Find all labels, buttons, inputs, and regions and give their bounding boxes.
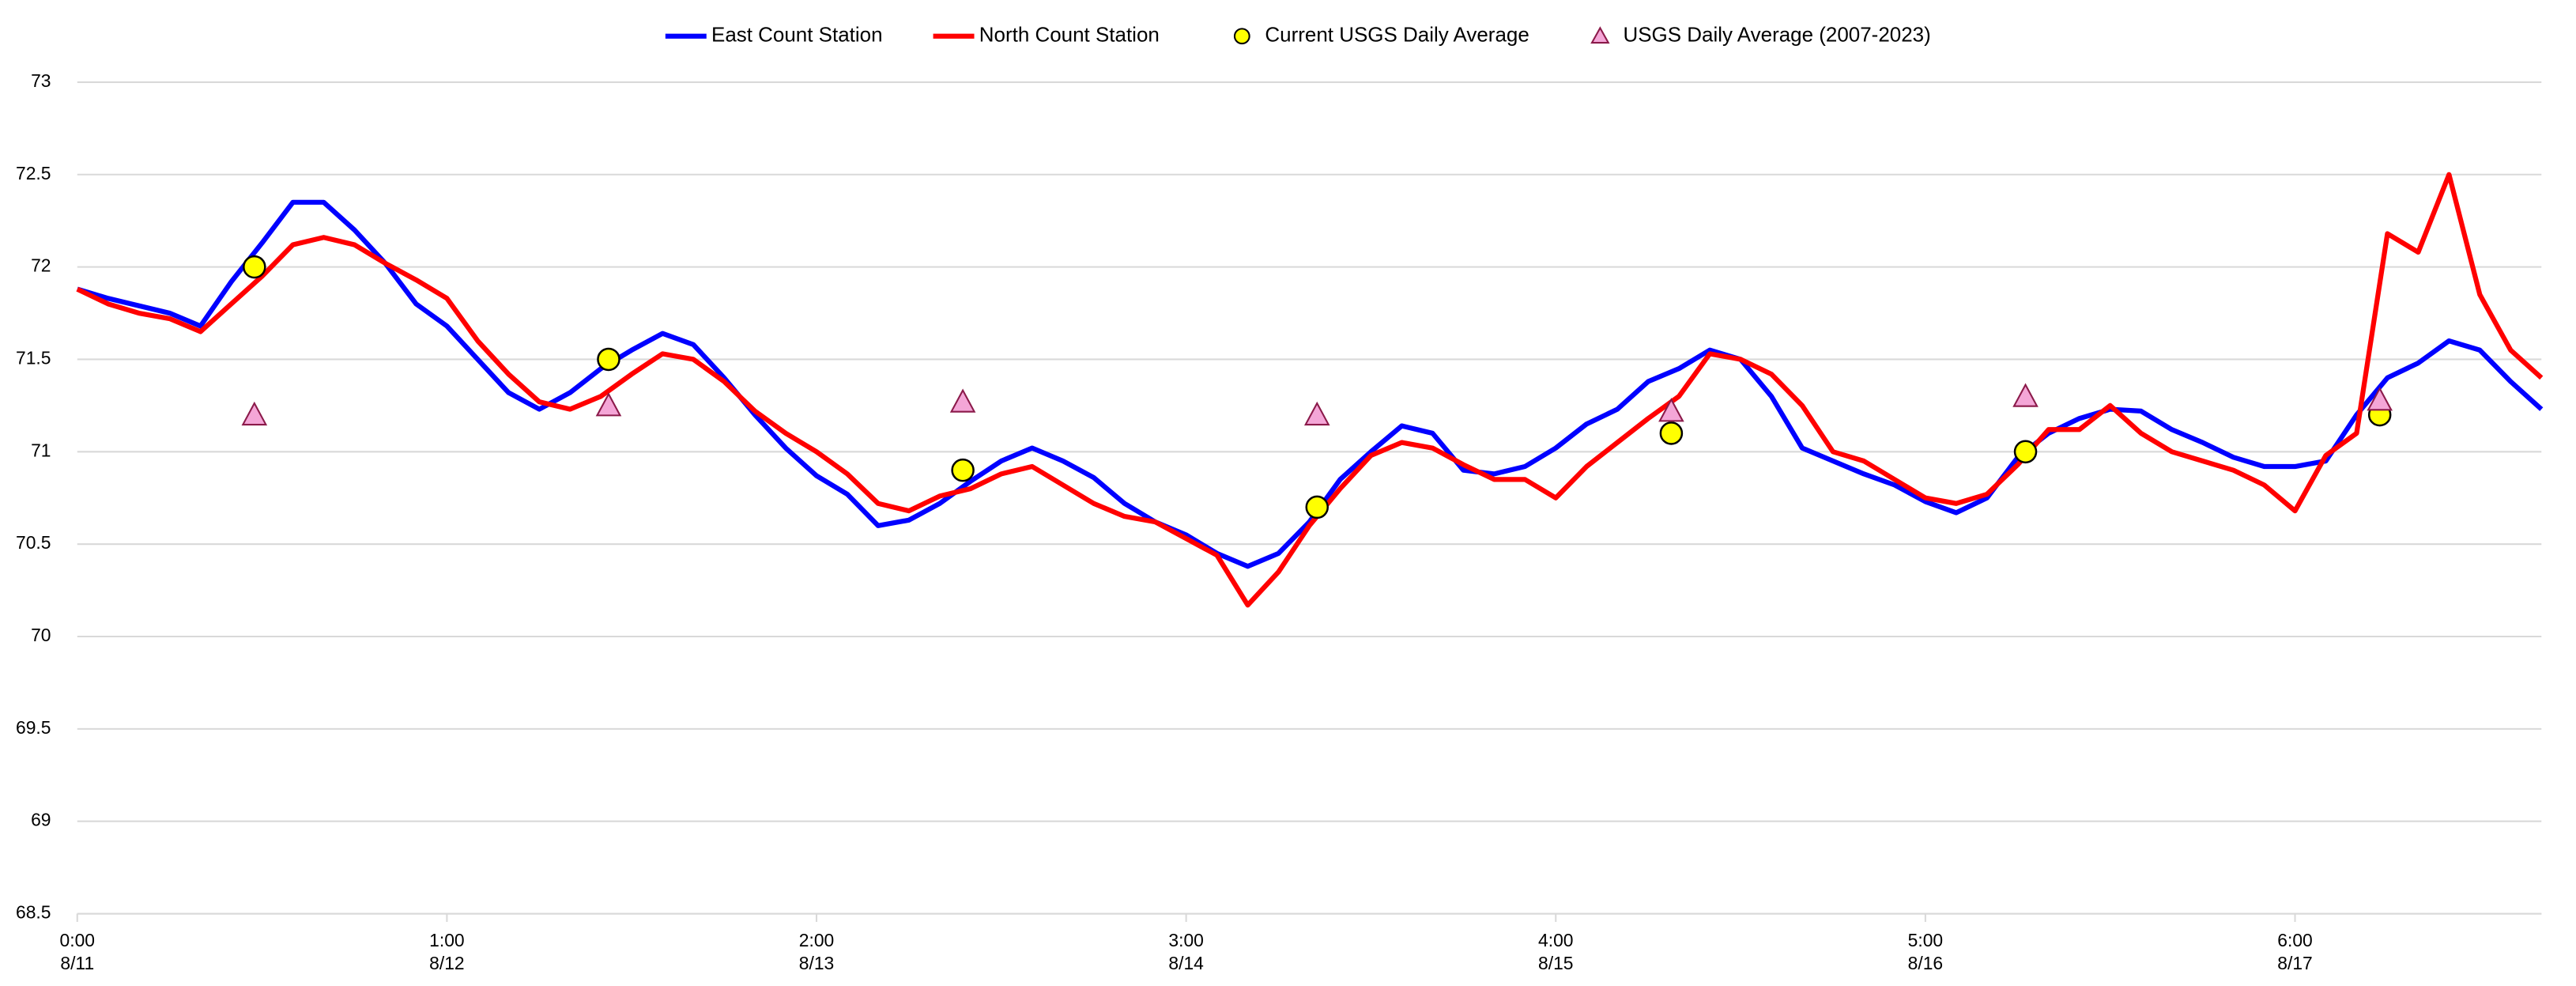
y-tick-label: 70 — [31, 625, 51, 645]
x-tick-label: 3:00 — [1168, 930, 1204, 950]
y-tick-label: 70.5 — [16, 532, 51, 553]
marker-circle — [2013, 440, 2038, 464]
x-tick-sublabel: 8/14 — [1168, 953, 1204, 973]
x-tick-label: 0:00 — [60, 930, 96, 950]
legend-label: North Count Station — [979, 23, 1160, 47]
legend-label: USGS Daily Average (2007-2023) — [1623, 23, 1930, 47]
y-tick-label: 73 — [31, 70, 51, 91]
y-tick-label: 69.5 — [16, 717, 51, 738]
y-tick-label: 71 — [31, 440, 51, 460]
marker-circle — [597, 347, 620, 372]
marker-triangle — [1303, 401, 1330, 426]
series-line — [76, 172, 2544, 608]
x-tick-sublabel: 8/11 — [60, 953, 94, 973]
legend-label: East Count Station — [711, 23, 883, 47]
y-tick-label: 68.5 — [16, 902, 51, 923]
x-tick-label: 5:00 — [1908, 930, 1944, 950]
marker-triangle — [2367, 387, 2393, 411]
y-tick-label: 72.5 — [16, 163, 51, 183]
x-tick-sublabel: 8/13 — [799, 953, 835, 973]
x-tick-sublabel: 8/15 — [1538, 953, 1574, 973]
marker-triangle — [241, 401, 268, 426]
marker-triangle — [595, 392, 622, 417]
x-tick-sublabel: 8/12 — [429, 953, 464, 973]
marker-circle — [1659, 421, 1684, 445]
marker-circle — [951, 458, 975, 482]
x-tick-label: 1:00 — [429, 930, 464, 950]
x-tick-sublabel: 8/16 — [1908, 953, 1944, 973]
y-tick-label: 71.5 — [16, 347, 51, 368]
marker-triangle — [2012, 383, 2039, 407]
marker-triangle — [1658, 398, 1684, 422]
y-tick-label: 72 — [31, 255, 51, 276]
y-tick-label: 69 — [31, 810, 51, 830]
x-tick-label: 6:00 — [2277, 930, 2313, 950]
marker-circle — [1305, 495, 1329, 519]
marker-circle — [243, 255, 266, 279]
legend-label: Current USGS Daily Average — [1265, 23, 1529, 47]
marker-triangle — [949, 388, 976, 413]
legend-swatch — [1233, 28, 1250, 45]
x-tick-label: 4:00 — [1538, 930, 1574, 950]
legend-swatch — [1590, 26, 1610, 44]
x-tick-label: 2:00 — [799, 930, 835, 950]
x-tick-sublabel: 8/17 — [2277, 953, 2313, 973]
